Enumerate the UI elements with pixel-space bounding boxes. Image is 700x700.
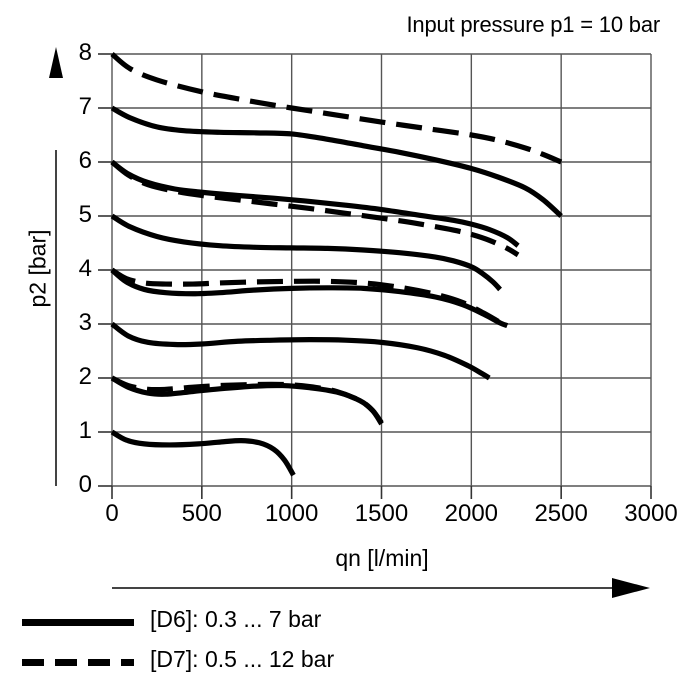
legend-item-d6: [D6]: 0.3 ... 7 bar	[0, 602, 700, 642]
x-tick-label: 1500	[354, 500, 409, 527]
curve-solid	[110, 105, 563, 218]
y-tick-label: 8	[78, 39, 92, 66]
legend-swatch-dashed	[22, 659, 134, 666]
chart-title: Input pressure p1 = 10 bar	[406, 12, 661, 37]
curve-solid	[110, 375, 384, 426]
legend-swatch-solid	[22, 619, 134, 626]
y-tick-label: 2	[78, 363, 92, 390]
curve-solid	[110, 429, 296, 477]
curve-dashed	[110, 51, 563, 165]
legend-label-d7: [D7]: 0.5 ... 12 bar	[150, 646, 335, 672]
curve-solid	[110, 267, 509, 329]
axis-ticks	[98, 53, 652, 499]
x-axis-arrow-head	[612, 578, 650, 598]
x-tick-label: 2500	[534, 500, 588, 527]
x-axis-label: qn [l/min]	[335, 545, 429, 571]
y-tick-label: 1	[78, 417, 92, 444]
curve-dashed	[110, 267, 509, 329]
axis-arrows	[49, 47, 650, 598]
x-tick-label: 3000	[624, 500, 678, 527]
y-tick-label: 4	[78, 255, 92, 282]
curve-lines	[110, 51, 563, 477]
y-tick-label: 0	[78, 471, 92, 498]
legend-label-d6: [D6]: 0.3 ... 7 bar	[150, 606, 322, 632]
y-tick-label: 3	[78, 309, 92, 336]
curve-dashed	[110, 159, 520, 258]
legend-item-d7: [D7]: 0.5 ... 12 bar	[0, 642, 700, 682]
x-tick-label: 2000	[444, 500, 499, 527]
curve-dashed	[110, 375, 384, 425]
chart-legend: [D6]: 0.3 ... 7 bar [D7]: 0.5 ... 12 bar	[0, 602, 700, 682]
curve-solid	[110, 321, 491, 381]
y-tick-label: 6	[78, 147, 92, 174]
y-tick-label: 7	[78, 93, 92, 120]
y-axis-arrow-head	[49, 47, 63, 78]
x-tick-label: 500	[181, 500, 222, 527]
y-tick-label: 5	[78, 201, 92, 228]
curve-solid	[110, 213, 502, 292]
x-tick-label: 1000	[264, 500, 319, 527]
x-tick-label: 0	[105, 500, 119, 527]
